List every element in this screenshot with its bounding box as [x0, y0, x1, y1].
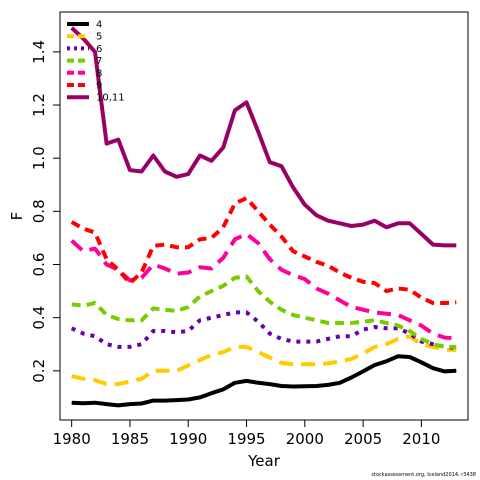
x-axis: 1980 1985 1990 1995 2000 2005 2010 [53, 419, 440, 448]
legend-label-4: 4 [96, 20, 102, 31]
y-tick-label-1: 0.4 [30, 306, 48, 330]
x-axis-title: Year [247, 452, 281, 470]
legend-label-5: 5 [96, 32, 102, 43]
series-line-10-11 [70, 26, 457, 248]
x-tick-label-1985: 1985 [111, 430, 149, 448]
series-line-8 [70, 231, 457, 341]
series-layer [70, 26, 457, 408]
series-line-5 [71, 334, 457, 387]
x-tick-label-1990: 1990 [169, 430, 207, 448]
y-tick-label-5: 1.2 [30, 93, 48, 117]
x-tick-label-1980: 1980 [53, 430, 91, 448]
legend-label-6: 6 [96, 44, 102, 55]
y-tick-label-3: 0.8 [30, 199, 48, 223]
series-line-4 [71, 354, 457, 408]
y-axis: 0.2 0.4 0.6 0.8 1.0 1.2 1.4 [30, 40, 61, 383]
series-line-9 [70, 196, 457, 305]
y-tick-label-4: 1.0 [30, 146, 48, 170]
y-tick-label-0: 0.2 [30, 359, 48, 383]
y-tick-label-6: 1.4 [30, 40, 48, 64]
legend-label-9: 9 [96, 81, 102, 92]
y-tick-label-2: 0.6 [30, 253, 48, 277]
legend-label-7: 7 [96, 56, 102, 67]
legend-label-8: 8 [96, 68, 102, 79]
credit-text: stockassessment.org, Iceland2014, r3438 [371, 472, 476, 478]
x-tick-label-2000: 2000 [286, 430, 324, 448]
y-axis-title: F [8, 212, 26, 221]
series-line-6 [70, 310, 457, 351]
legend-label-10-11: 10,11 [96, 93, 125, 104]
x-tick-label-2010: 2010 [402, 430, 440, 448]
series-line-7 [71, 274, 457, 349]
x-tick-label-2005: 2005 [344, 430, 382, 448]
x-tick-label-1995: 1995 [227, 430, 265, 448]
